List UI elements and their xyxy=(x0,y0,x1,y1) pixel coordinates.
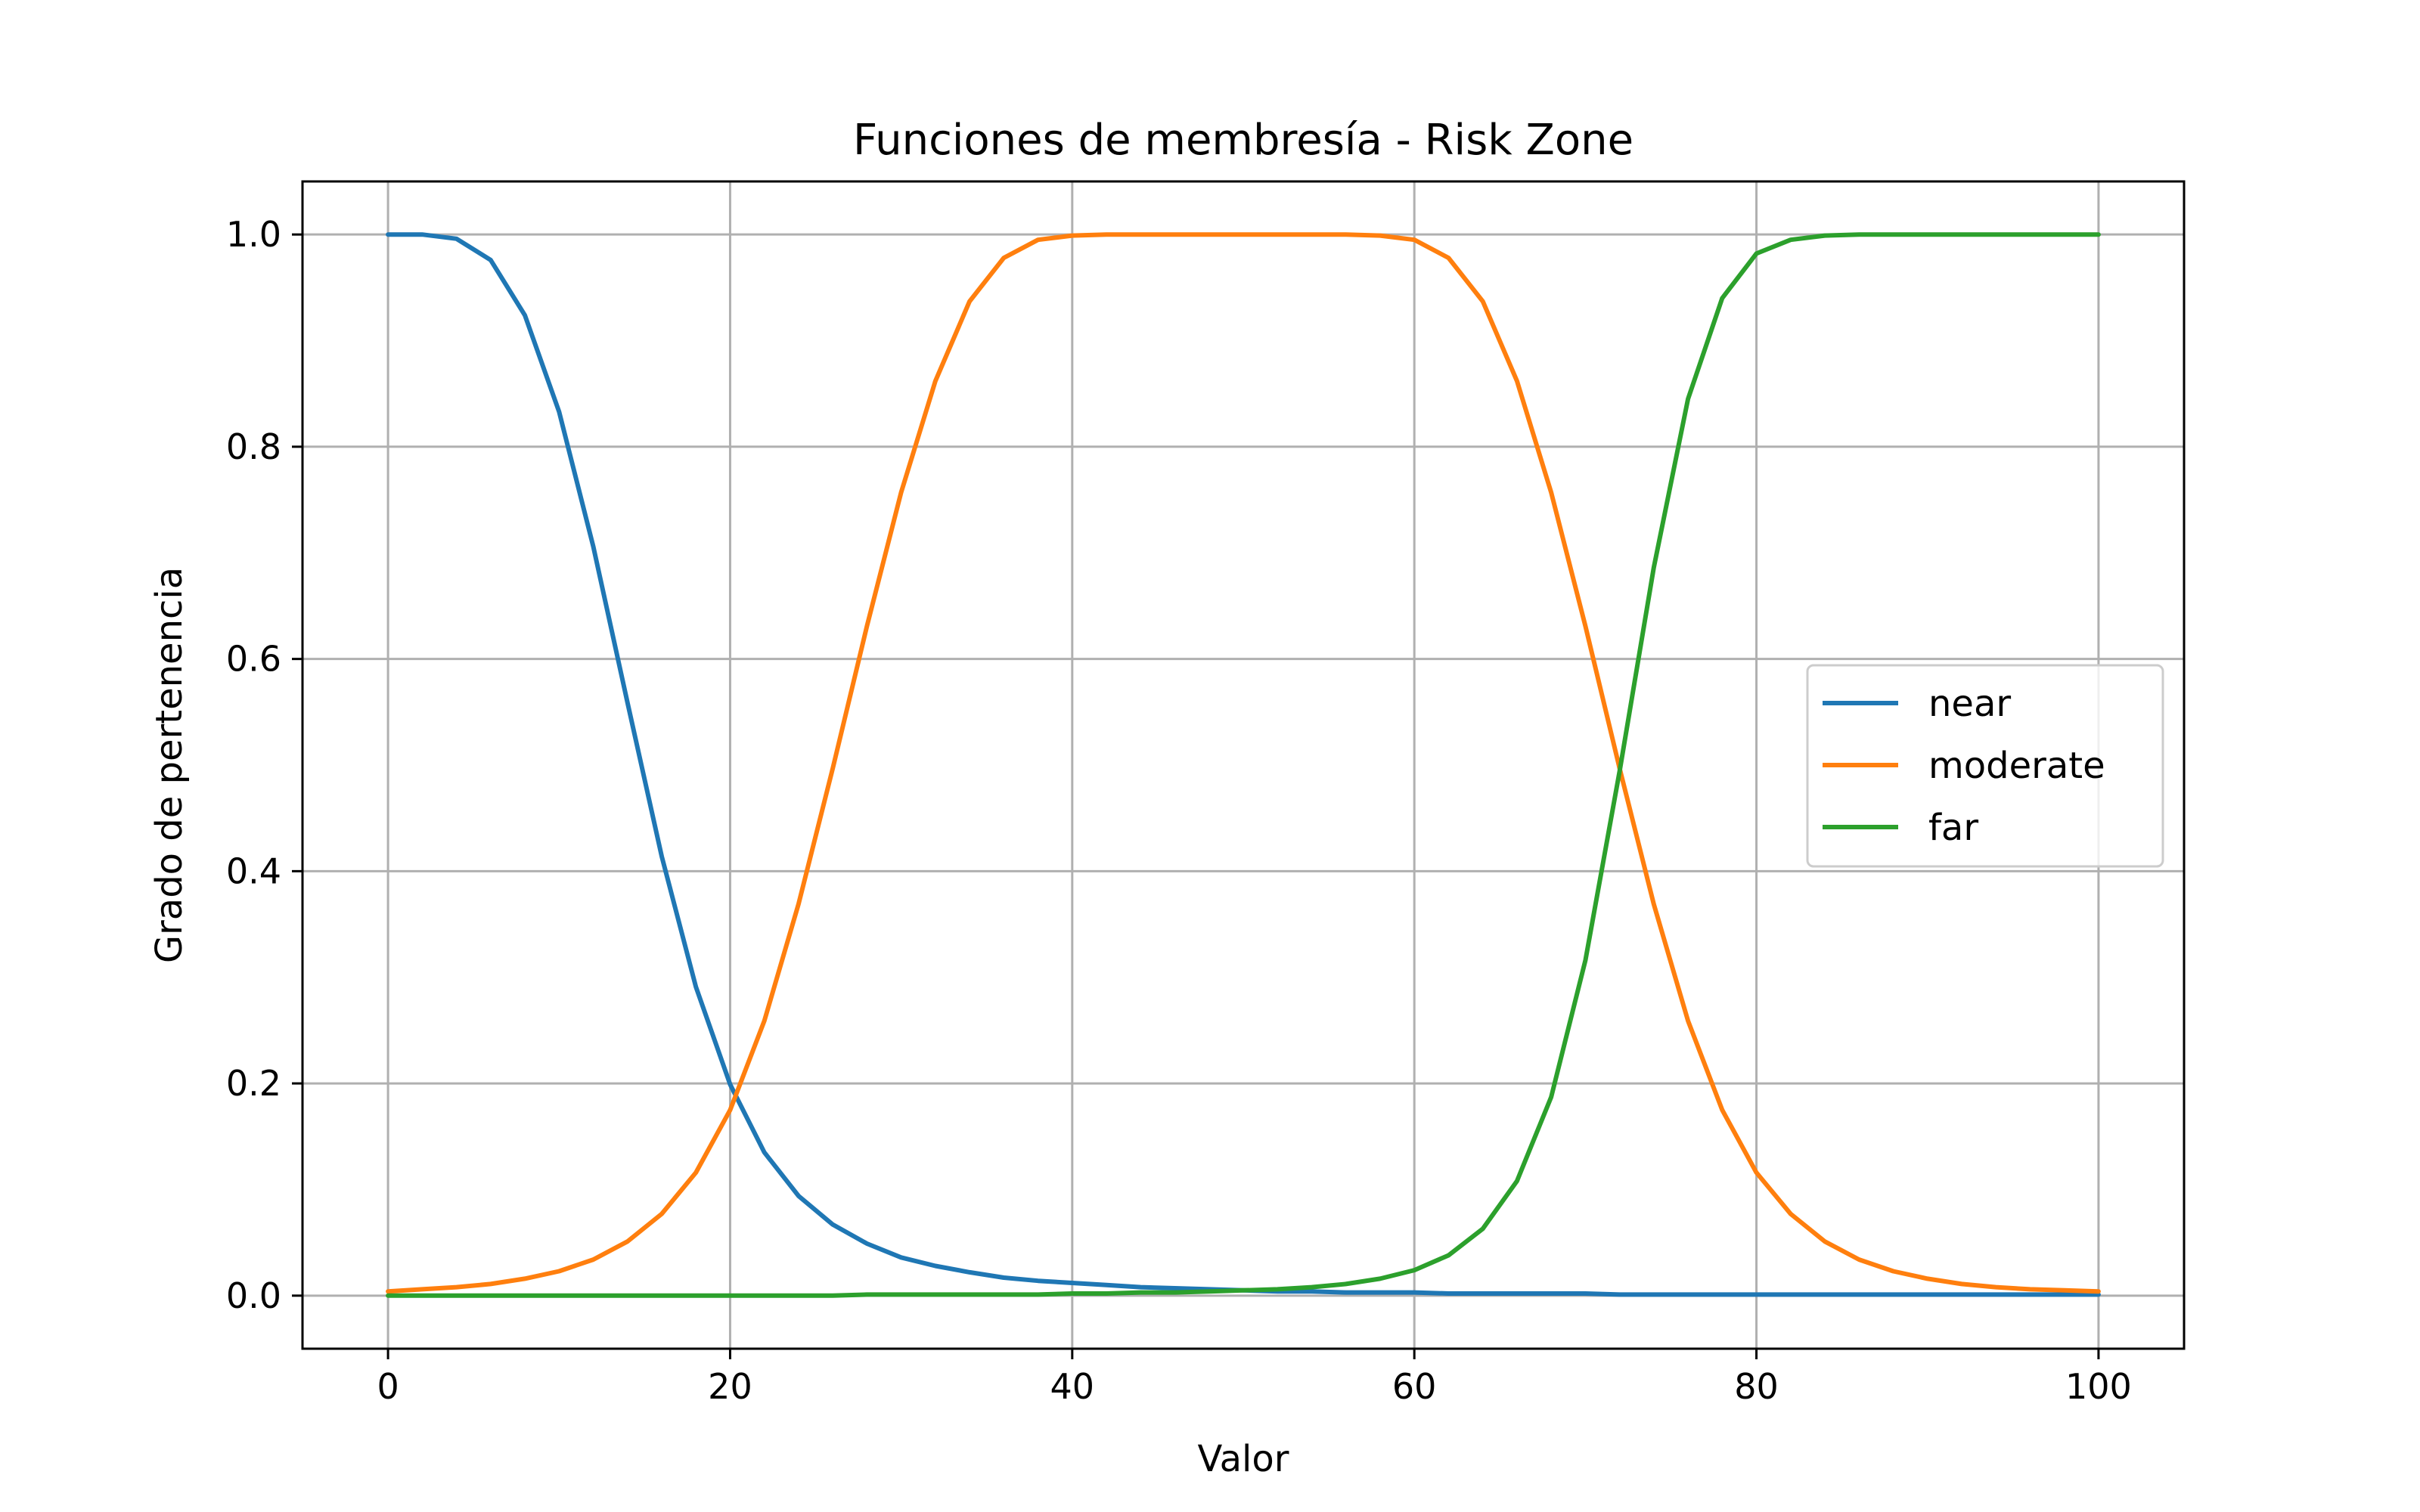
x-axis-label: Valor xyxy=(1198,1438,1289,1480)
x-tick-label: 40 xyxy=(1050,1366,1095,1407)
y-tick-label: 0.2 xyxy=(226,1063,281,1104)
series-lines xyxy=(386,232,2101,1298)
x-tick-label: 0 xyxy=(377,1366,399,1407)
y-tick-label: 0.0 xyxy=(226,1275,281,1316)
legend-label-far: far xyxy=(1928,807,1978,849)
y-tick-label: 0.8 xyxy=(226,426,281,467)
y-tick-label: 1.0 xyxy=(226,214,281,255)
legend-box xyxy=(1806,664,2164,868)
plot-frame xyxy=(301,180,2186,1350)
x-axis-ticks: 0 20 40 60 80 100 xyxy=(377,1349,2132,1407)
x-tick-label: 80 xyxy=(1734,1366,1779,1407)
legend-label-near: near xyxy=(1928,683,2011,725)
y-axis-ticks: 0.0 0.2 0.4 0.6 0.8 1.0 xyxy=(226,214,302,1316)
x-tick-label: 100 xyxy=(2065,1366,2132,1407)
series-line-moderate xyxy=(386,232,2101,1294)
y-tick-label: 0.4 xyxy=(226,850,281,891)
legend-label-moderate: moderate xyxy=(1928,745,2105,787)
legend: near moderate far xyxy=(1806,664,2164,868)
x-tick-label: 60 xyxy=(1392,1366,1437,1407)
y-tick-label: 0.6 xyxy=(226,639,281,680)
x-tick-label: 20 xyxy=(708,1366,752,1407)
series-line-far xyxy=(386,232,2101,1298)
y-axis-label: Grado de pertenencia xyxy=(148,567,191,963)
chart-title: Funciones de membresía - Risk Zone xyxy=(853,116,1634,165)
